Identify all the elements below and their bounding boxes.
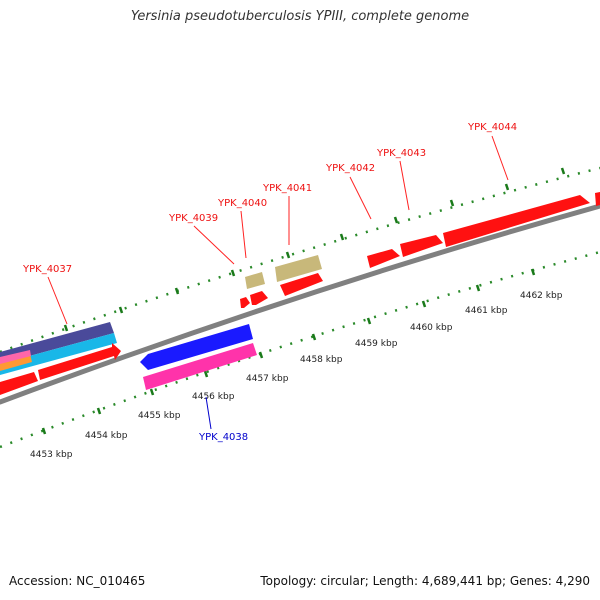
accession-label: Accession: NC_010465	[9, 574, 146, 588]
gene-label-ypk-4042: YPK_4042	[325, 163, 375, 174]
scale-label: 4453 kbp	[30, 450, 73, 460]
genome-stats-label: Topology: circular; Length: 4,689,441 bp…	[260, 574, 590, 588]
tick-track-upper	[0, 166, 600, 354]
genome-backbone	[0, 203, 600, 405]
feature-bar-cyan	[0, 333, 117, 375]
scale-label: 4459 kbp	[355, 339, 398, 349]
gene-arrow-ypk-4042	[367, 249, 400, 268]
feature-tan-2	[275, 255, 322, 282]
gene-arrow-ypk-4038-blue	[140, 324, 253, 370]
major-ticks-upper	[63, 167, 566, 332]
scale-label: 4460 kbp	[410, 323, 453, 333]
feature-bar-pink	[0, 350, 31, 364]
scale-label: 4457 kbp	[246, 374, 289, 384]
gene-arrow-ypk-4040	[250, 291, 268, 305]
gene-label-ypk-4044: YPK_4044	[467, 122, 517, 133]
scale-label: 4455 kbp	[138, 411, 181, 421]
gene-arrow-ypk-4039	[240, 297, 250, 308]
gene-arrow-ypk-4043	[400, 235, 443, 257]
gene-label-ypk-4041: YPK_4041	[262, 183, 312, 194]
gene-label-ypk-4040: YPK_4040	[217, 198, 267, 209]
feature-bar-orange	[0, 354, 32, 371]
scale-label: 4454 kbp	[85, 431, 128, 441]
gene-arrow-ypk-4044	[443, 195, 590, 247]
gene-arrow-ypk-4040-b	[280, 273, 323, 296]
gene-arrow-ypk-4038-pink	[143, 343, 257, 390]
feature-tan-1	[245, 272, 265, 289]
scale-label: 4458 kbp	[300, 355, 343, 365]
gene-arrow-ypk-4037-a	[0, 372, 38, 395]
callout-line-reverse	[205, 396, 212, 430]
scale-label: 4462 kbp	[520, 291, 563, 301]
major-ticks-lower	[41, 268, 536, 435]
scale-label: 4461 kbp	[465, 306, 508, 316]
gene-arrow-ypk-4037	[38, 343, 121, 380]
gene-label-ypk-4037: YPK_4037	[22, 264, 72, 275]
map-title: Yersinia pseudotuberculosis YPIII, compl…	[130, 9, 470, 24]
gene-label-ypk-4043: YPK_4043	[376, 148, 426, 159]
gene-label-ypk-4038: YPK_4038	[198, 432, 248, 443]
gene-arrow-ypk-4045	[595, 192, 600, 206]
gene-label-ypk-4039: YPK_4039	[168, 213, 218, 224]
scale-label: 4456 kbp	[192, 392, 235, 402]
callout-lines-forward	[47, 135, 509, 325]
